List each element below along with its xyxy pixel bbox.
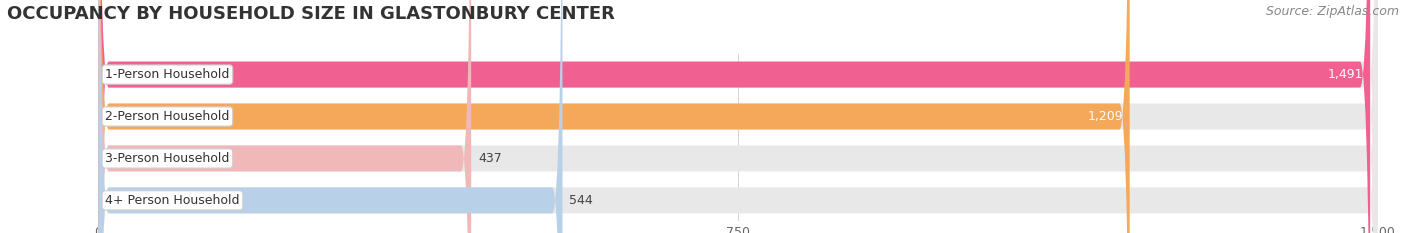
Text: 437: 437: [478, 152, 502, 165]
FancyBboxPatch shape: [98, 0, 1378, 233]
FancyBboxPatch shape: [98, 0, 1378, 233]
Text: Source: ZipAtlas.com: Source: ZipAtlas.com: [1265, 5, 1399, 18]
FancyBboxPatch shape: [98, 0, 471, 233]
FancyBboxPatch shape: [98, 0, 1129, 233]
FancyBboxPatch shape: [98, 0, 562, 233]
Text: 544: 544: [569, 194, 593, 207]
FancyBboxPatch shape: [98, 0, 1378, 233]
FancyBboxPatch shape: [98, 0, 1378, 233]
Text: 2-Person Household: 2-Person Household: [105, 110, 229, 123]
Text: 4+ Person Household: 4+ Person Household: [105, 194, 240, 207]
Text: 3-Person Household: 3-Person Household: [105, 152, 229, 165]
FancyBboxPatch shape: [98, 0, 1371, 233]
Text: 1-Person Household: 1-Person Household: [105, 68, 229, 81]
Text: OCCUPANCY BY HOUSEHOLD SIZE IN GLASTONBURY CENTER: OCCUPANCY BY HOUSEHOLD SIZE IN GLASTONBU…: [7, 5, 614, 23]
Text: 1,491: 1,491: [1327, 68, 1364, 81]
Text: 1,209: 1,209: [1087, 110, 1123, 123]
